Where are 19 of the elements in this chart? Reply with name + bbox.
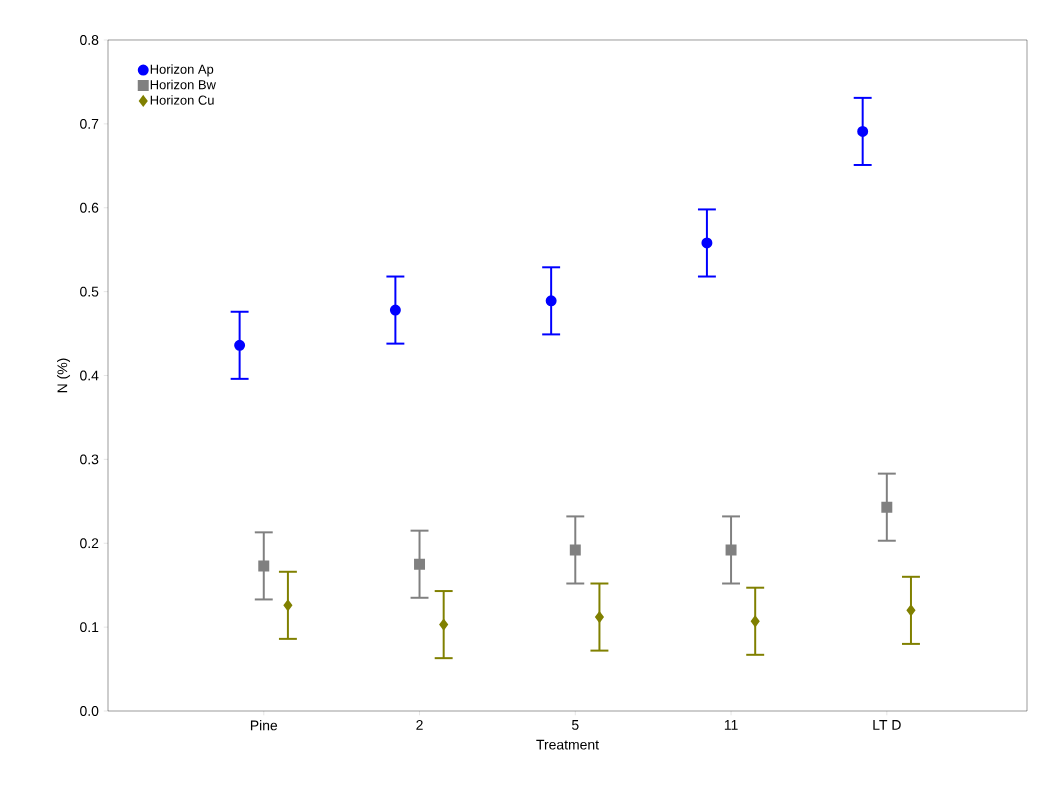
y-tick-label: 0.4 <box>80 370 99 381</box>
y-tick-label: 0.2 <box>80 538 99 549</box>
legend-label: Horizon Ap <box>150 64 214 77</box>
y-tick-label: 0.6 <box>80 202 99 213</box>
x-tick-label: Pine <box>250 720 278 731</box>
y-axis-title: N (%) <box>57 358 71 393</box>
x-tick-label: 11 <box>724 720 738 730</box>
x-tick-label: 5 <box>571 720 579 730</box>
y-tick-label: 0.5 <box>80 286 99 297</box>
y-tick-label: 0.1 <box>80 622 99 633</box>
x-tick-label: LT D <box>873 720 901 730</box>
y-tick-label: 0.8 <box>80 35 99 45</box>
y-tick-label: 0.3 <box>80 454 99 465</box>
legend-label: Horizon Cu <box>150 95 214 105</box>
x-tick-label: 2 <box>416 720 423 730</box>
x-axis-title: Treatment <box>536 739 599 750</box>
y-tick-label: 0.7 <box>80 118 99 129</box>
y-tick-label: 0.0 <box>80 706 99 716</box>
legend-label: Horizon Bw <box>150 79 216 90</box>
